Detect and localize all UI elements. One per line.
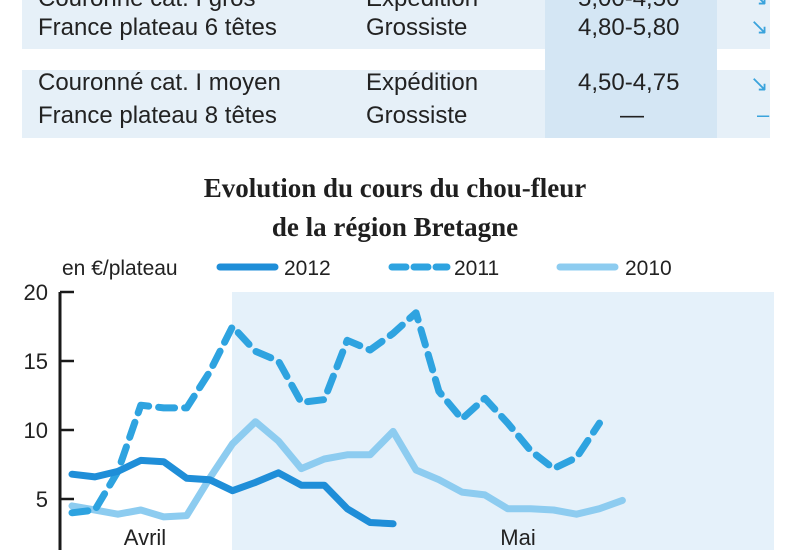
chart-title-line-2: de la région Bretagne: [271, 212, 519, 242]
legend-label-2012: 2012: [284, 257, 331, 280]
product-cell: Couronné cat. I gros: [38, 0, 255, 15]
price-cell: 5,00-4,50: [578, 0, 679, 15]
product-cell: France plateau 8 têtes: [38, 102, 277, 129]
legend: en €/plateau 2012 2011 2010: [62, 257, 672, 280]
series-line-2011: [68, 309, 603, 517]
price-column-band: [545, 0, 717, 138]
stage-cell: Expédition: [366, 69, 479, 96]
legend-label-2011: 2011: [454, 257, 499, 280]
trend-down-icon: ↘: [750, 71, 769, 96]
price-cell: 4,80-5,80: [578, 14, 680, 41]
trend-down-icon: ↘: [750, 14, 769, 39]
chart-title-line-1: Evolution du cours du chou-fleur: [203, 173, 587, 203]
product-cell: France plateau 6 têtes: [38, 14, 277, 41]
series-line-2010: [68, 418, 626, 521]
stage-cell: Grossiste: [366, 14, 468, 41]
legend-label-2010: 2010: [625, 257, 672, 280]
y-tick-label-10: 10: [24, 418, 48, 443]
y-tick-label-15: 15: [24, 349, 48, 374]
price-cell: —: [620, 102, 644, 129]
trend-flat-icon: –: [757, 102, 770, 127]
x-tick-label-mai: Mai: [500, 525, 535, 550]
unit-label: en €/plateau: [62, 257, 178, 280]
stage-cell: Grossiste: [366, 102, 468, 129]
trend-down-icon: ↘: [750, 0, 768, 11]
series-lines: [68, 309, 626, 528]
y-tick-label-20: 20: [24, 280, 48, 305]
stage-cell: Expédition: [366, 0, 478, 15]
x-tick-labels: Avril Mai: [124, 525, 536, 550]
axes: 5 10 15 20: [24, 280, 74, 550]
product-cell: Couronné cat. I moyen: [38, 69, 281, 96]
y-tick-label-5: 5: [36, 487, 48, 512]
x-tick-label-avril: Avril: [124, 525, 166, 550]
series-line-2012: [68, 456, 397, 528]
price-cell: 4,50-4,75: [578, 69, 680, 96]
